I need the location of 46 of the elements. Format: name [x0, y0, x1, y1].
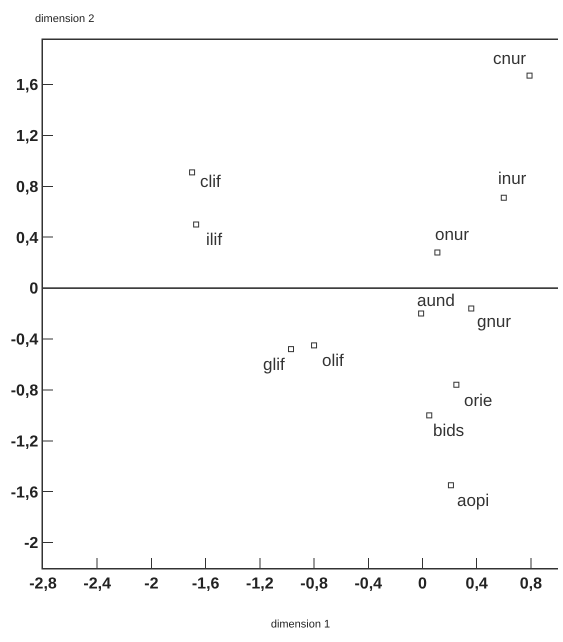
annotation: ilif — [206, 230, 222, 249]
point — [448, 482, 454, 488]
point — [526, 72, 533, 79]
x-tick-label: 0,4 — [466, 576, 488, 593]
point — [418, 310, 424, 317]
point — [311, 342, 318, 348]
annotation: aund — [417, 291, 455, 310]
x-tick-label: 0,8 — [520, 576, 542, 593]
y-tick-label: -2 — [24, 535, 38, 552]
x-tick-label: -0,8 — [300, 576, 328, 593]
y-tick-label: 0,8 — [16, 178, 38, 196]
y-tick-label: 1,2 — [16, 128, 38, 146]
x-tick-label: -2 — [144, 576, 159, 593]
y-tick-label: 0,4 — [16, 230, 38, 247]
point — [500, 194, 507, 201]
annotation: glif — [263, 355, 286, 374]
annotation: gnur — [477, 312, 512, 331]
x-tick-label: -0,4 — [354, 576, 382, 593]
annotation: orie — [464, 391, 492, 410]
x-tick-label: -1,6 — [192, 576, 220, 593]
y-axis-title: dimension 2 — [35, 13, 94, 25]
y-tick-label: 1,6 — [16, 77, 38, 94]
annotation: cnur — [493, 49, 526, 68]
point — [434, 249, 440, 256]
annotation: aopi — [457, 491, 490, 510]
x-tick-label: 0 — [418, 576, 428, 593]
x-tick-label: -1,2 — [246, 576, 274, 593]
point — [426, 412, 432, 418]
y-tick-label: -1,2 — [10, 433, 38, 450]
y-tick-label: 0 — [29, 280, 38, 298]
point — [468, 305, 474, 312]
y-tick-label: -0,4 — [10, 332, 38, 349]
x-axis-title: dimension 1 — [270, 618, 330, 631]
point — [288, 346, 294, 352]
annotation: inur — [498, 169, 527, 188]
y-tick-label: -0,8 — [10, 382, 38, 400]
x-tick-label: -2,4 — [83, 576, 112, 593]
point — [189, 169, 196, 176]
x-tick-label: -2,8 — [29, 576, 57, 593]
annotation: olif — [322, 351, 344, 370]
point — [193, 221, 200, 228]
point — [453, 382, 460, 388]
annotation: bids — [433, 421, 464, 440]
annotation: clif — [200, 172, 222, 191]
annotation: onur — [435, 225, 470, 244]
y-tick-label: -1,6 — [10, 484, 38, 502]
